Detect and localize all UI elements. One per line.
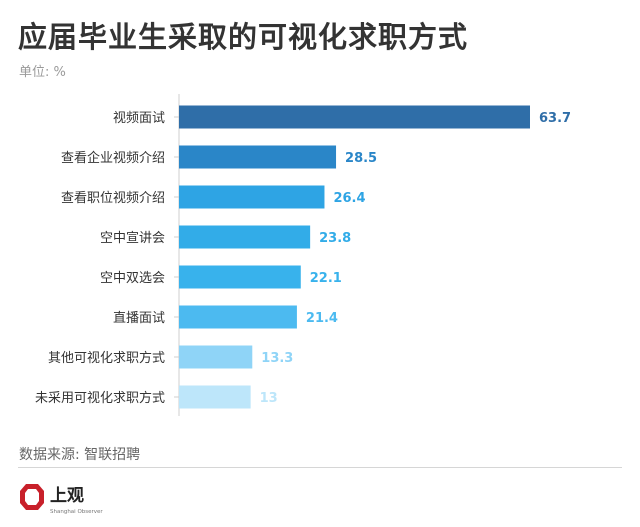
bar — [179, 385, 251, 409]
category-label: 直播面试 — [113, 311, 165, 326]
bar — [179, 185, 325, 209]
bar — [179, 305, 297, 329]
category-label: 视频面试 — [113, 111, 165, 126]
category-label: 其他可视化求职方式 — [48, 350, 165, 366]
logo-text: 上观 — [50, 486, 84, 506]
bar — [179, 265, 301, 289]
value-label: 13.3 — [261, 351, 293, 366]
category-label: 查看职位视频介绍 — [61, 190, 165, 206]
value-label: 26.4 — [333, 191, 365, 206]
value-label: 13 — [260, 391, 278, 406]
value-label: 22.1 — [310, 271, 342, 286]
bar — [179, 145, 337, 169]
data-source: 数据来源: 智联招聘 — [19, 447, 141, 463]
category-label: 空中宣讲会 — [100, 230, 165, 246]
bar — [179, 225, 311, 249]
value-label: 23.8 — [319, 231, 351, 246]
logo-subtext: Shanghai Observer — [50, 509, 103, 515]
bar-chart: 视频面试 63.7 查看企业视频介绍 28.5 查看职位视频介绍 26.4 空中宣讲会 23.… — [35, 94, 571, 416]
chart-title: 应届毕业生采取的可视化求职方式 — [18, 20, 469, 54]
category-label: 查看企业视频介绍 — [61, 150, 165, 166]
footer-divider — [18, 467, 622, 468]
value-label: 21.4 — [306, 311, 338, 326]
bar — [179, 345, 253, 369]
logo-icon: 上观 Shanghai Observer — [20, 484, 103, 515]
bar — [179, 105, 530, 129]
category-label: 空中双选会 — [100, 271, 165, 286]
value-label: 63.7 — [539, 111, 571, 126]
value-label: 28.5 — [345, 151, 377, 166]
unit-label: 单位: % — [19, 65, 66, 80]
category-label: 未采用可视化求职方式 — [35, 390, 165, 406]
